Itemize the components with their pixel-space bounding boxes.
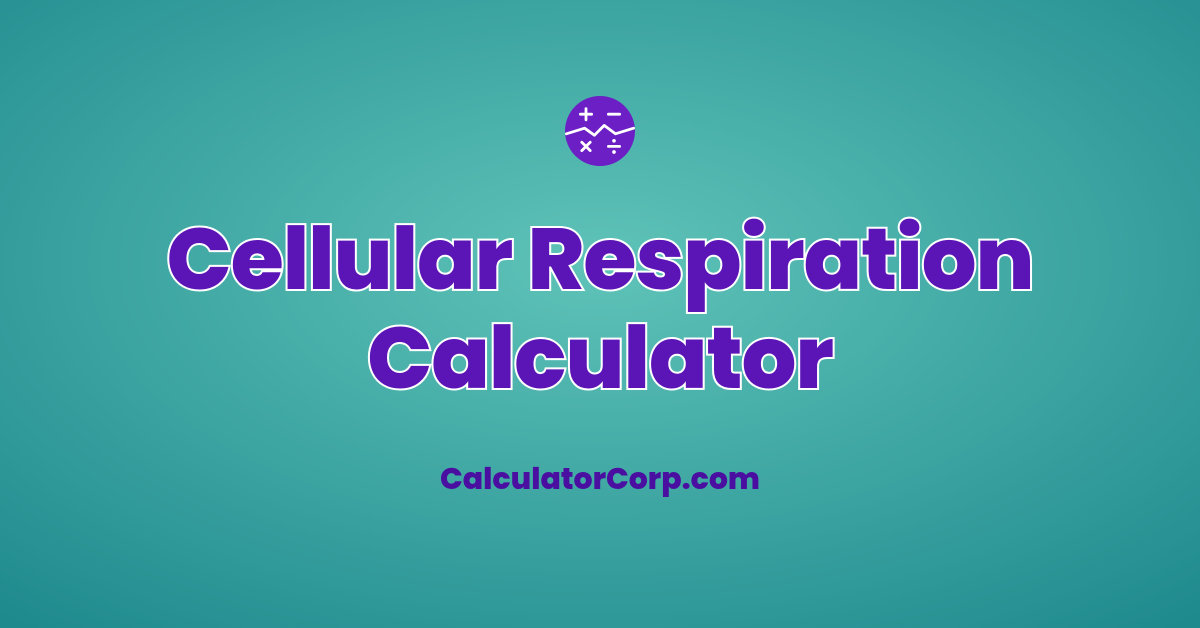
- title-line-1: Cellular Respiration: [167, 211, 1034, 310]
- calculator-operators-icon: [565, 96, 635, 166]
- title-line-2: Calculator: [167, 310, 1034, 409]
- hero-content: Cellular Respiration Calculator Calculat…: [0, 126, 1200, 503]
- page-title: Cellular Respiration Calculator: [167, 211, 1034, 409]
- site-url: CalculatorCorp.com: [440, 456, 760, 502]
